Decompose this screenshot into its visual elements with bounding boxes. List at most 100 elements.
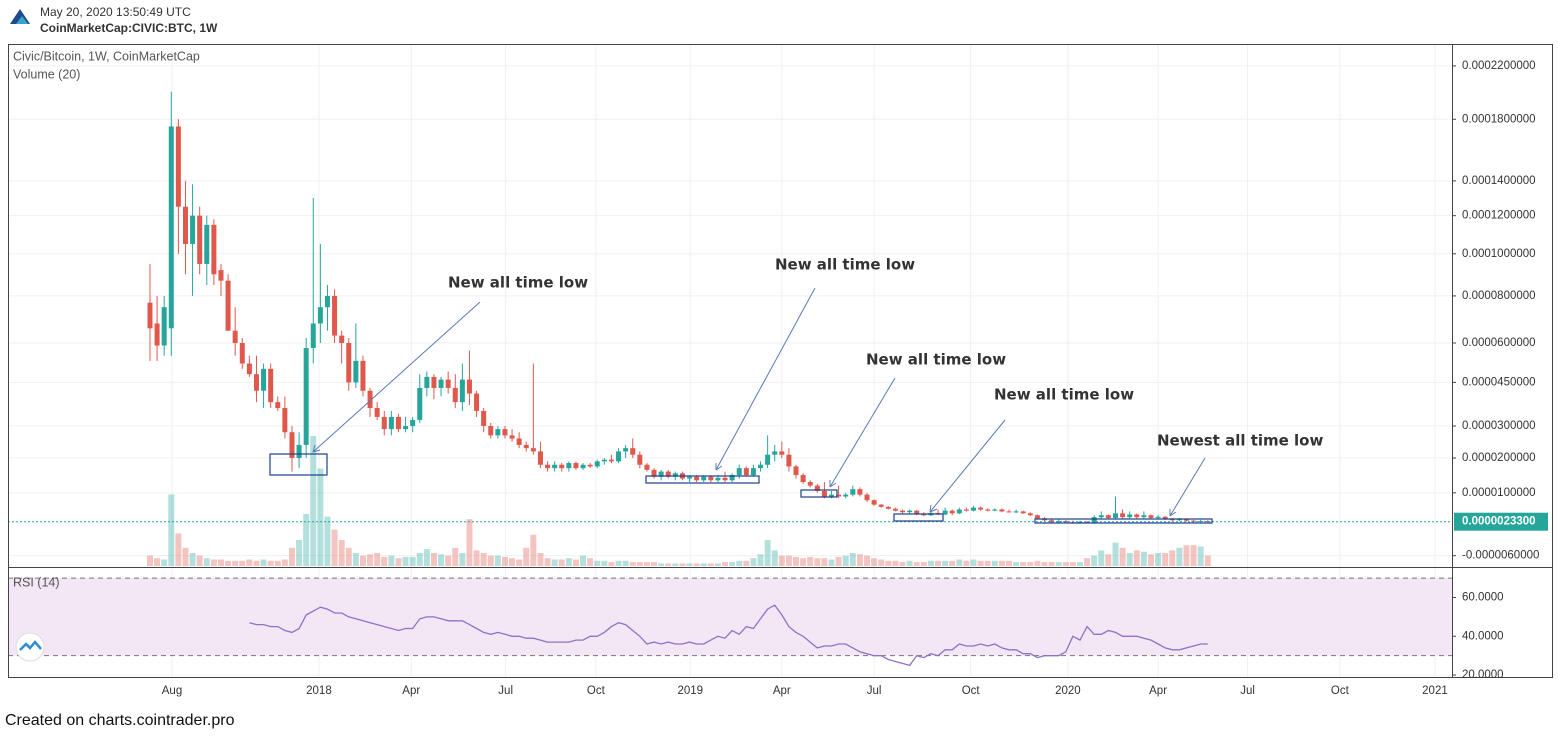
candle-body <box>566 463 572 469</box>
x-tick-label: 2020 <box>1055 685 1081 697</box>
volume-bar <box>764 540 771 566</box>
candle-body <box>687 476 693 479</box>
candle-body <box>559 464 565 469</box>
annotation: New all time low <box>994 386 1134 404</box>
candle-body <box>885 506 891 509</box>
volume-bar <box>359 555 366 566</box>
volume-bar <box>494 555 501 566</box>
candle-body <box>800 475 806 483</box>
candle-body <box>1056 521 1062 523</box>
volume-bar <box>246 559 253 566</box>
volume-bar <box>1169 550 1176 566</box>
volume-bar <box>416 553 423 566</box>
candle-body <box>637 454 643 465</box>
volume-bar <box>1204 555 1211 566</box>
volume-bar <box>1140 551 1147 566</box>
volume-bar <box>821 558 828 566</box>
volume-bar <box>707 563 714 566</box>
volume-bar <box>1091 555 1098 566</box>
y-tick-label: 0.0001200000 <box>1462 210 1536 222</box>
candle-body <box>992 509 998 511</box>
candle-body <box>452 387 458 403</box>
candle-body <box>1105 515 1111 518</box>
volume-bar <box>927 560 934 566</box>
volume-bar <box>594 560 601 566</box>
candle-body <box>907 510 913 513</box>
candle-body <box>417 387 423 420</box>
candle-body <box>339 335 345 344</box>
volume-bar <box>1133 550 1140 566</box>
volume-bar <box>835 556 842 566</box>
volume-bar <box>1020 562 1027 566</box>
footer: Created on charts.cointrader.pro <box>5 712 235 729</box>
candle-body <box>1127 514 1133 518</box>
volume-bar <box>544 558 551 566</box>
candle-body <box>1112 513 1118 518</box>
candle-body <box>466 379 472 394</box>
volume-bar <box>473 550 480 566</box>
candle-body <box>914 510 920 515</box>
volume-bar <box>807 556 814 566</box>
x-tick-label: Oct <box>587 685 606 697</box>
rsi-band <box>8 578 1452 656</box>
candle-body <box>658 471 664 477</box>
candle-body <box>317 307 323 324</box>
volume-bar <box>1055 562 1062 566</box>
volume-bar <box>395 558 402 566</box>
candle-body <box>445 379 451 388</box>
candle-body <box>324 295 330 308</box>
volume-bar <box>438 554 445 566</box>
candle-body <box>1191 520 1197 522</box>
annotation: New all time low <box>448 274 588 292</box>
volume-bar <box>558 559 565 566</box>
volume-bar <box>487 555 494 566</box>
volume-bar <box>665 563 672 566</box>
volume-bar <box>1190 545 1197 566</box>
rsi-line <box>249 604 1208 667</box>
candle-body <box>552 464 558 469</box>
candle-body <box>147 302 153 329</box>
volume-bar <box>750 558 757 566</box>
volume-bar <box>700 563 707 566</box>
annotation: New all time low <box>775 256 915 274</box>
candle-body <box>843 494 849 497</box>
candle-body <box>963 509 969 511</box>
x-tick-label: Oct <box>1331 685 1350 697</box>
candle-body <box>474 393 480 411</box>
candle-body <box>1141 515 1147 518</box>
volume-bar <box>878 559 885 566</box>
volume-bar <box>523 547 530 566</box>
candle-body <box>296 444 302 459</box>
symbol: CoinMarketCap:CIVIC:BTC, 1W <box>40 21 218 35</box>
y-tick-label: 0.0002200000 <box>1462 60 1536 72</box>
volume-bar <box>1076 562 1083 566</box>
volume-bar <box>303 514 310 566</box>
volume-bar <box>629 562 636 566</box>
last-price-label: 0.0000023300 <box>1462 516 1536 528</box>
candle-body <box>282 407 288 433</box>
volume-bar <box>608 562 615 566</box>
volume-bar <box>814 558 821 566</box>
candle-body <box>1120 513 1126 518</box>
candle-body <box>956 509 962 514</box>
volume-bar <box>501 556 508 566</box>
volume-bar <box>636 562 643 566</box>
volume-bar <box>381 556 388 566</box>
candle-body <box>729 475 735 481</box>
volume-bar <box>1105 554 1112 566</box>
volume-bar <box>530 534 537 566</box>
volume-bar <box>1126 553 1133 566</box>
candle-body <box>1176 519 1182 521</box>
candle-body <box>1134 514 1140 518</box>
candle-body <box>509 435 515 439</box>
rsi-label: RSI (14) <box>13 575 60 589</box>
volume-bar <box>352 553 359 566</box>
y-tick-label: 0.0000300000 <box>1462 420 1536 432</box>
volume-bar <box>196 555 203 566</box>
candle-body <box>1027 513 1033 516</box>
candle-body <box>900 510 906 513</box>
volume-bar <box>1098 550 1105 566</box>
candle-body <box>971 507 977 511</box>
rsi-icon <box>15 632 45 662</box>
volume-bar <box>913 562 920 566</box>
